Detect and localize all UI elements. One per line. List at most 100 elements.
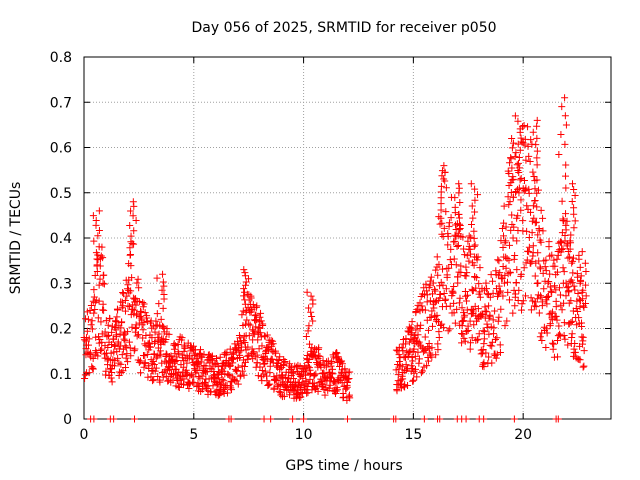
data-point <box>576 303 584 311</box>
data-point <box>108 328 116 336</box>
data-point <box>311 345 319 353</box>
data-point <box>509 234 517 242</box>
data-point <box>436 220 444 228</box>
data-point <box>547 287 555 295</box>
data-point <box>558 197 566 205</box>
data-point <box>325 368 333 376</box>
data-point <box>131 345 139 353</box>
data-point <box>82 315 90 323</box>
data-point <box>421 306 429 314</box>
data-point <box>402 335 410 343</box>
data-point <box>88 317 96 325</box>
data-point <box>466 339 474 347</box>
data-point <box>300 415 308 423</box>
data-point <box>240 266 248 274</box>
data-point <box>104 361 112 369</box>
data-point <box>568 279 576 287</box>
data-point <box>528 257 536 265</box>
data-point <box>532 303 540 311</box>
data-point <box>513 237 521 245</box>
data-point <box>129 305 137 313</box>
data-point <box>485 302 493 310</box>
data-point <box>561 94 569 102</box>
data-point <box>438 172 446 180</box>
data-point <box>506 241 514 249</box>
data-point <box>435 334 443 342</box>
chart-title: Day 056 of 2025, SRMTID for receiver p05… <box>191 20 496 36</box>
data-point <box>417 321 425 329</box>
data-point <box>96 262 104 270</box>
data-point <box>393 387 401 395</box>
data-point <box>210 368 218 376</box>
data-point <box>457 262 465 270</box>
data-point <box>201 378 209 386</box>
data-point <box>551 262 559 270</box>
data-point <box>498 225 506 233</box>
y-tick-label: 0.5 <box>50 186 72 202</box>
data-point <box>431 285 439 293</box>
data-point <box>135 297 143 305</box>
data-point <box>96 346 104 354</box>
data-point <box>124 328 132 336</box>
data-point <box>205 351 213 359</box>
data-point <box>249 349 257 357</box>
data-point <box>515 154 523 162</box>
data-point <box>98 345 106 353</box>
data-point <box>411 352 419 360</box>
data-point <box>438 320 446 328</box>
data-point <box>518 123 526 131</box>
data-point <box>240 371 248 379</box>
data-point <box>559 215 567 223</box>
data-point <box>430 304 438 312</box>
data-point <box>113 305 121 313</box>
data-point <box>567 297 575 305</box>
data-point <box>338 360 346 368</box>
x-tick-label: 10 <box>295 427 313 443</box>
data-point <box>473 274 481 282</box>
data-point <box>482 349 490 357</box>
data-point <box>489 316 497 324</box>
data-point <box>533 295 541 303</box>
data-point <box>305 356 313 364</box>
data-point <box>461 311 469 319</box>
y-tick-label: 0.1 <box>50 367 72 383</box>
data-point <box>410 345 418 353</box>
data-point <box>454 241 462 249</box>
data-point <box>523 227 531 235</box>
y-tick-label: 0.2 <box>50 322 72 338</box>
data-point <box>553 316 561 324</box>
data-point <box>458 339 466 347</box>
data-point <box>252 311 260 319</box>
data-point <box>344 415 351 423</box>
data-point <box>251 317 259 325</box>
data-point <box>241 363 249 371</box>
data-point <box>570 282 578 290</box>
data-point <box>545 292 553 300</box>
data-point <box>567 231 575 239</box>
data-point <box>320 369 328 377</box>
data-point <box>409 377 417 385</box>
data-point <box>520 264 528 272</box>
data-point <box>127 232 135 240</box>
data-point <box>100 306 108 314</box>
data-point <box>319 381 327 389</box>
data-point <box>514 140 522 148</box>
data-point <box>530 173 538 181</box>
data-point <box>506 159 514 167</box>
data-point <box>556 330 564 338</box>
data-point <box>183 359 191 367</box>
data-point <box>485 330 493 338</box>
data-point <box>536 333 544 341</box>
data-point <box>118 351 126 359</box>
data-point <box>480 340 488 348</box>
data-point <box>550 340 558 348</box>
data-point <box>334 353 342 361</box>
data-point <box>414 331 422 339</box>
data-point <box>305 359 313 367</box>
data-point <box>260 360 268 368</box>
data-point <box>582 268 590 276</box>
data-point <box>540 285 548 293</box>
data-point <box>562 279 570 287</box>
data-point <box>108 340 116 348</box>
data-point <box>403 366 411 374</box>
